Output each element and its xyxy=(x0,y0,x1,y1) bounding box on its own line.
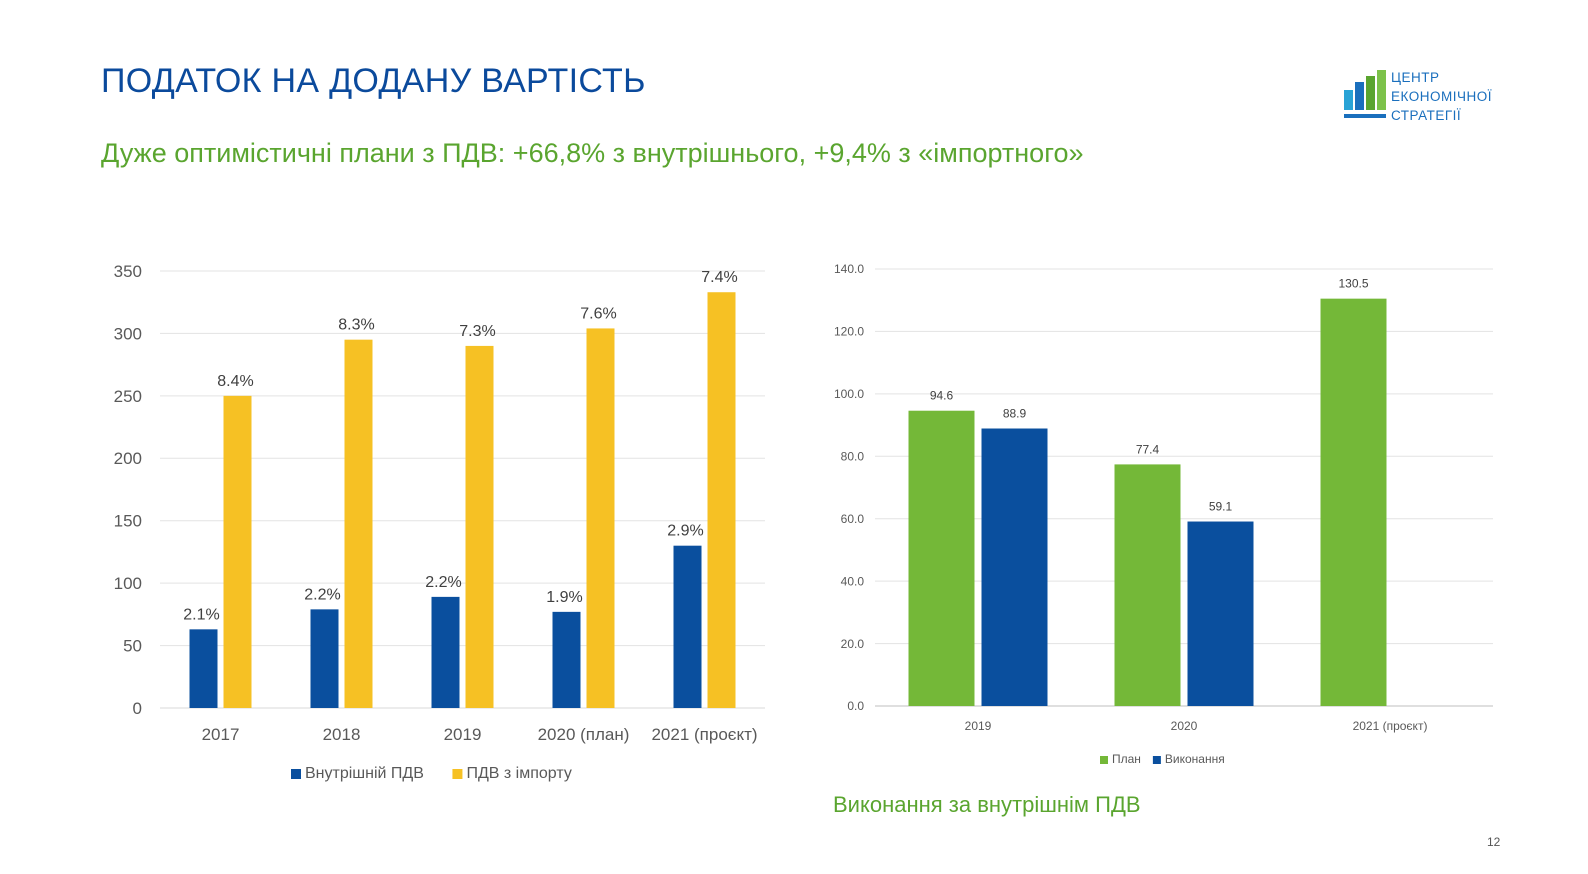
data-label: 2.1% xyxy=(183,606,219,623)
y-tick-label: 40.0 xyxy=(841,574,865,588)
legend-label: Внутрішній ПДВ xyxy=(305,765,424,782)
logo-bar xyxy=(1366,76,1375,110)
x-tick-label: 2017 xyxy=(202,725,240,744)
y-tick-label: 100.0 xyxy=(834,387,864,401)
data-label: 8.3% xyxy=(338,317,374,334)
x-tick-label: 2019 xyxy=(965,719,992,733)
y-tick-label: 20.0 xyxy=(841,637,865,651)
logo-line-3: СТРАТЕГІЇ xyxy=(1391,108,1462,123)
x-tick-label: 2021 (проєкт) xyxy=(651,725,757,744)
slide-title: ПОДАТОК НА ДОДАНУ ВАРТІСТЬ xyxy=(101,62,646,100)
bar xyxy=(707,292,736,708)
y-tick-label: 100 xyxy=(114,574,142,593)
x-tick-label: 2021 (проєкт) xyxy=(1353,719,1428,733)
logo-bar xyxy=(1344,90,1353,110)
y-tick-label: 250 xyxy=(114,387,142,406)
logo-bar xyxy=(1377,70,1386,110)
logo-bars-icon xyxy=(1344,70,1386,118)
bar xyxy=(1187,521,1254,706)
y-tick-label: 350 xyxy=(114,262,142,281)
vat-execution-chart: 0.0 20.0 40.0 60.0 80.0 100.0 120.0 140.0 94.6 88… xyxy=(834,262,1493,766)
y-tick-label: 300 xyxy=(114,324,142,343)
y-tick-label: 0.0 xyxy=(847,699,864,713)
logo-line-1: ЦЕНТР xyxy=(1391,70,1440,85)
data-label: 1.9% xyxy=(546,589,582,606)
y-tick-label: 60.0 xyxy=(841,512,865,526)
y-tick-label: 150 xyxy=(114,512,142,531)
bar xyxy=(1320,298,1387,706)
y-tick-label: 140.0 xyxy=(834,262,864,276)
y-tick-label: 200 xyxy=(114,449,142,468)
bar xyxy=(465,345,494,708)
x-tick-label: 2020 xyxy=(1171,719,1198,733)
legend-swatch xyxy=(1100,756,1108,764)
bar xyxy=(673,545,702,708)
data-label: 8.4% xyxy=(217,373,253,390)
bar xyxy=(431,596,460,708)
y-tick-label: 120.0 xyxy=(834,325,864,339)
chart-caption: Виконання за внутрішнім ПДВ xyxy=(833,792,1141,817)
logo-underline xyxy=(1344,114,1386,118)
bar xyxy=(981,428,1048,706)
bar xyxy=(1114,464,1181,706)
bar xyxy=(223,395,252,708)
bar xyxy=(908,410,975,706)
legend-label: План xyxy=(1112,752,1141,766)
x-tick-label: 2020 (план) xyxy=(538,725,630,744)
legend-label: Виконання xyxy=(1165,752,1225,766)
data-label: 2.2% xyxy=(425,574,461,591)
page-number: 12 xyxy=(1487,835,1501,849)
legend-label: ПДВ з імпорту xyxy=(466,765,571,782)
vat-total-chart: 0 50 100 150 200 250 300 350 2.1% 8.4% 2017 2.2% 8.3… xyxy=(114,262,765,782)
x-tick-label: 2019 xyxy=(444,725,482,744)
data-label: 7.6% xyxy=(580,305,616,322)
data-label: 7.3% xyxy=(459,323,495,340)
logo-line-2: ЕКОНОМІЧНОЇ xyxy=(1391,89,1492,104)
bar xyxy=(586,328,615,708)
bar xyxy=(189,629,218,708)
x-tick-label: 2018 xyxy=(323,725,361,744)
data-label: 2.2% xyxy=(304,586,340,603)
slide-subtitle: Дуже оптимістичні плани з ПДВ: +66,8% з … xyxy=(101,138,1084,168)
data-label: 59.1 xyxy=(1209,500,1233,514)
legend-swatch xyxy=(1152,756,1161,764)
logo-text: ЦЕНТР ЕКОНОМІЧНОЇ СТРАТЕГІЇ xyxy=(1391,68,1492,125)
data-label: 130.5 xyxy=(1338,277,1368,291)
bar xyxy=(344,339,373,708)
data-label: 88.9 xyxy=(1003,407,1027,421)
logo-bar xyxy=(1355,82,1364,110)
data-label: 2.9% xyxy=(667,523,703,540)
logo: ЦЕНТР ЕКОНОМІЧНОЇ СТРАТЕГІЇ xyxy=(1340,68,1540,128)
bar xyxy=(310,609,339,708)
data-label: 94.6 xyxy=(930,389,954,403)
y-tick-label: 80.0 xyxy=(841,449,865,463)
legend-swatch xyxy=(291,769,301,779)
y-tick-label: 0 xyxy=(133,699,142,718)
y-tick-label: 50 xyxy=(123,637,142,656)
bar xyxy=(552,611,581,708)
data-label: 77.4 xyxy=(1136,442,1160,456)
data-label: 7.4% xyxy=(701,269,737,286)
legend-swatch xyxy=(452,769,463,779)
